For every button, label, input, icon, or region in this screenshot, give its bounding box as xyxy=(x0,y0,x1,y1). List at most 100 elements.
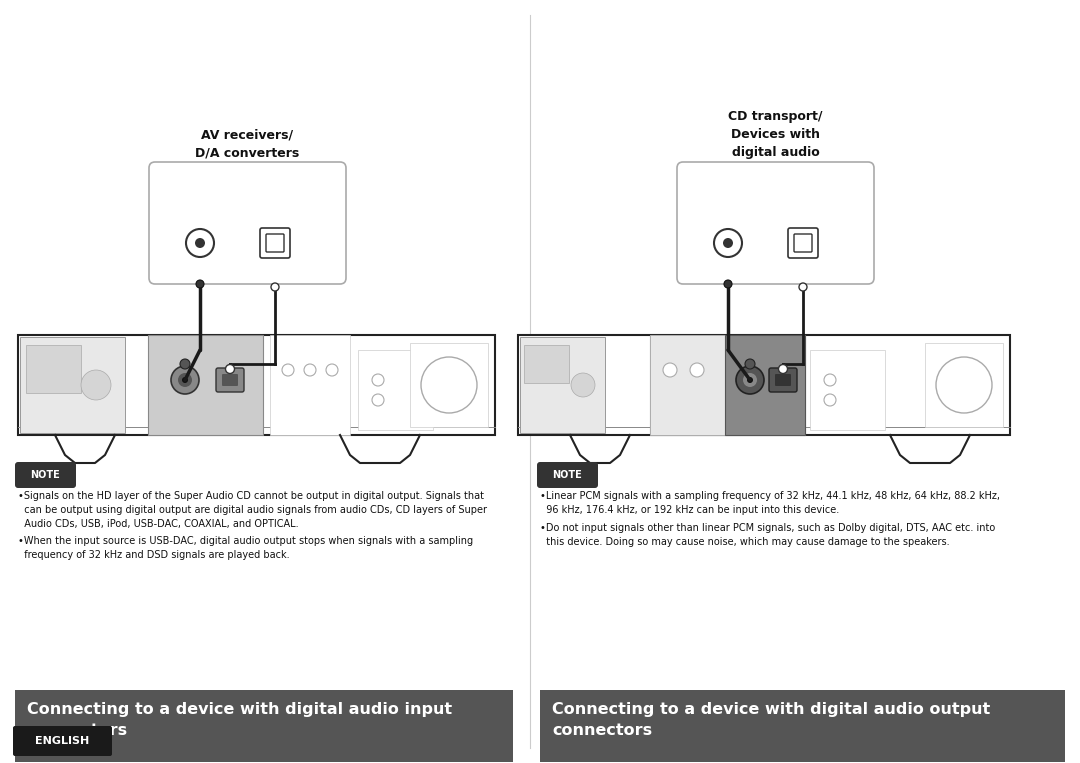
Circle shape xyxy=(743,373,757,387)
Circle shape xyxy=(690,363,704,377)
Text: AC IN: AC IN xyxy=(441,347,458,352)
Circle shape xyxy=(178,373,192,387)
Text: AV receivers/: AV receivers/ xyxy=(202,128,294,141)
Text: OPTICAL: OPTICAL xyxy=(686,350,708,355)
Circle shape xyxy=(824,374,836,386)
Text: COAXIAL: COAXIAL xyxy=(659,350,681,355)
Text: D/A converters: D/A converters xyxy=(195,146,299,159)
Circle shape xyxy=(936,357,993,413)
FancyBboxPatch shape xyxy=(775,374,791,386)
Bar xyxy=(21,337,125,433)
Text: OPTICAL: OPTICAL xyxy=(217,400,243,405)
Text: ENGLISH: ENGLISH xyxy=(36,736,90,746)
Circle shape xyxy=(183,377,188,383)
Circle shape xyxy=(282,364,294,376)
Text: AC IN: AC IN xyxy=(956,347,973,352)
Text: COAXIAL: COAXIAL xyxy=(738,400,761,405)
Text: OUT: OUT xyxy=(794,199,812,208)
Text: digital audio: digital audio xyxy=(731,146,820,159)
Circle shape xyxy=(723,238,733,248)
Text: IN: IN xyxy=(270,199,280,208)
FancyBboxPatch shape xyxy=(13,726,112,756)
Text: Connecting to a device with digital audio input
connectors: Connecting to a device with digital audi… xyxy=(27,702,453,738)
Text: COAXIAL: COAXIAL xyxy=(659,350,681,355)
Text: COAXIAL: COAXIAL xyxy=(181,188,218,197)
Bar xyxy=(924,343,1003,427)
Circle shape xyxy=(303,364,316,376)
Bar xyxy=(270,335,350,435)
Text: DIGITAL AUDIO IN: DIGITAL AUDIO IN xyxy=(181,420,230,425)
Circle shape xyxy=(421,357,477,413)
Circle shape xyxy=(171,366,199,394)
Text: •Do not input signals other than linear PCM signals, such as Dolby digital, DTS,: •Do not input signals other than linear … xyxy=(540,523,996,547)
Text: COAXIAL: COAXIAL xyxy=(278,350,299,355)
Text: OPTICAL: OPTICAL xyxy=(784,188,822,197)
FancyBboxPatch shape xyxy=(222,374,238,386)
Bar xyxy=(15,690,513,762)
Text: IN: IN xyxy=(195,199,205,208)
Text: connectors: connectors xyxy=(737,164,814,177)
Text: •When the input source is USB-DAC, digital audio output stops when signals with : •When the input source is USB-DAC, digit… xyxy=(18,536,473,560)
Bar xyxy=(357,350,433,430)
FancyBboxPatch shape xyxy=(537,462,598,488)
Text: Connecting to a device with digital audio output
connectors: Connecting to a device with digital audi… xyxy=(552,702,990,738)
FancyBboxPatch shape xyxy=(769,368,797,392)
FancyBboxPatch shape xyxy=(15,462,76,488)
Text: NOTE: NOTE xyxy=(552,470,582,480)
Circle shape xyxy=(724,280,732,288)
Circle shape xyxy=(195,280,204,288)
Circle shape xyxy=(186,229,214,257)
FancyBboxPatch shape xyxy=(677,162,874,284)
Bar xyxy=(519,337,605,433)
Text: •Signals on the HD layer of the Super Audio CD cannot be output in digital outpu: •Signals on the HD layer of the Super Au… xyxy=(18,491,487,529)
Circle shape xyxy=(824,394,836,406)
FancyBboxPatch shape xyxy=(149,162,346,284)
FancyBboxPatch shape xyxy=(266,234,284,252)
Circle shape xyxy=(745,359,755,369)
Circle shape xyxy=(747,377,753,383)
Circle shape xyxy=(663,363,677,377)
FancyBboxPatch shape xyxy=(260,228,291,258)
Circle shape xyxy=(799,283,807,291)
Circle shape xyxy=(372,394,384,406)
Circle shape xyxy=(180,359,190,369)
Circle shape xyxy=(571,373,595,397)
FancyBboxPatch shape xyxy=(788,228,818,258)
Circle shape xyxy=(326,364,338,376)
Bar xyxy=(725,335,805,435)
Text: •Linear PCM signals with a sampling frequency of 32 kHz, 44.1 kHz, 48 kHz, 64 kH: •Linear PCM signals with a sampling freq… xyxy=(540,491,1000,515)
Circle shape xyxy=(372,374,384,386)
Text: CD transport/: CD transport/ xyxy=(728,110,823,123)
Text: COAXIAL: COAXIAL xyxy=(710,188,746,197)
Bar xyxy=(524,345,569,383)
Text: OUT: OUT xyxy=(719,199,737,208)
Bar xyxy=(18,335,495,435)
Text: OPTICAL: OPTICAL xyxy=(257,188,294,197)
Text: OPTICAL: OPTICAL xyxy=(299,350,321,355)
FancyBboxPatch shape xyxy=(216,368,244,392)
Text: NOTE: NOTE xyxy=(30,470,59,480)
Text: REMOTE CONTROL: REMOTE CONTROL xyxy=(824,353,869,358)
Circle shape xyxy=(714,229,742,257)
Bar xyxy=(650,335,725,435)
Circle shape xyxy=(81,370,111,400)
Text: DIGITAL AUDIO OUT: DIGITAL AUDIO OUT xyxy=(741,422,789,427)
Circle shape xyxy=(195,238,205,248)
Text: IN: IN xyxy=(376,372,380,377)
Text: REMOTE CONTROL: REMOTE CONTROL xyxy=(373,353,418,358)
Text: OPTICAL: OPTICAL xyxy=(771,400,795,405)
Text: USB-DAC: USB-DAC xyxy=(321,350,343,355)
Circle shape xyxy=(779,365,787,374)
Text: Devices with: Devices with xyxy=(731,128,820,141)
Bar xyxy=(810,350,885,430)
Bar xyxy=(148,335,264,435)
Text: OPTICAL: OPTICAL xyxy=(686,350,708,355)
FancyBboxPatch shape xyxy=(794,234,812,252)
Bar xyxy=(26,345,81,393)
Circle shape xyxy=(271,283,279,291)
Bar xyxy=(540,690,1065,762)
Circle shape xyxy=(735,366,764,394)
Text: 9: 9 xyxy=(18,731,27,745)
Bar xyxy=(518,335,1010,435)
Bar xyxy=(650,335,805,435)
